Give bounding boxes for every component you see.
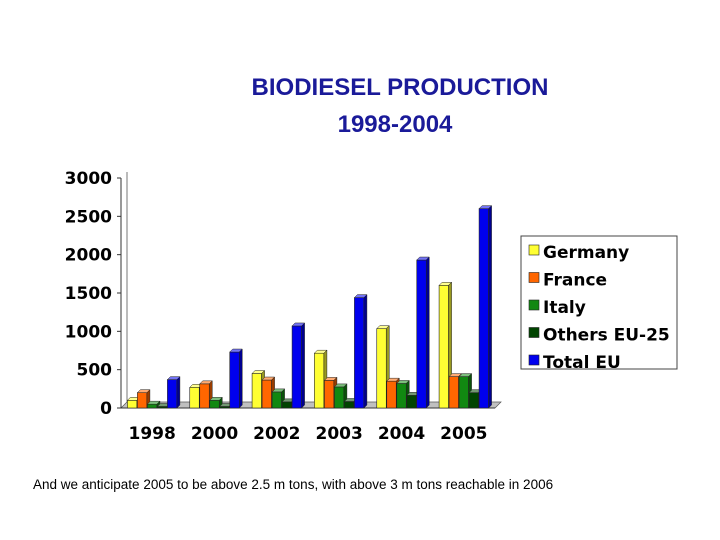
bar-front bbox=[199, 383, 210, 409]
x-tick-label: 2003 bbox=[316, 424, 363, 444]
legend-box bbox=[520, 235, 678, 370]
legend-swatch bbox=[528, 327, 540, 338]
bar-total-eu-2005 bbox=[478, 205, 493, 409]
y-tick-label: 2000 bbox=[65, 246, 112, 266]
bar-front bbox=[314, 352, 325, 409]
bar-total-eu-1998 bbox=[166, 376, 181, 409]
bar-front bbox=[229, 351, 240, 409]
bar-front bbox=[386, 380, 397, 409]
x-tick-label: 1998 bbox=[129, 424, 176, 444]
bar-front bbox=[281, 401, 292, 409]
bar-front bbox=[324, 380, 335, 409]
bar-front bbox=[291, 325, 302, 409]
legend-item-label: Italy bbox=[543, 298, 586, 318]
legend-item-label: Germany bbox=[543, 243, 629, 263]
legend-item-label: France bbox=[543, 271, 607, 291]
bar-front bbox=[261, 379, 272, 409]
bar-total-eu-2002 bbox=[291, 322, 306, 409]
x-tick-label: 2005 bbox=[440, 424, 487, 444]
legend-swatch bbox=[528, 354, 540, 366]
bar-front bbox=[209, 400, 220, 409]
bar-front bbox=[251, 373, 262, 409]
bar-front bbox=[448, 376, 459, 409]
bar-total-eu-2003 bbox=[353, 293, 368, 409]
bar-side bbox=[426, 256, 430, 409]
y-tick-label: 1500 bbox=[65, 284, 112, 304]
chart-title-line2: 1998-2004 bbox=[337, 111, 453, 138]
y-tick-label: 3000 bbox=[65, 169, 112, 189]
y-tick-label: 1000 bbox=[65, 322, 112, 342]
legend-swatch bbox=[528, 299, 540, 311]
bar-front bbox=[458, 376, 469, 409]
bar-side bbox=[488, 205, 492, 409]
chart-axes: 0 500 1000 1500 2000 2500 3000 1998 2000 2002 2003… bbox=[65, 169, 502, 444]
bar-front bbox=[478, 208, 489, 409]
x-tick-label: 2002 bbox=[253, 424, 300, 444]
bar-chart: 0 500 1000 1500 2000 2500 3000 1998 2000 2002 2003… bbox=[65, 169, 678, 444]
legend-item-label: Others EU-25 bbox=[543, 326, 670, 346]
bar-front bbox=[438, 285, 449, 409]
y-tick-label: 2500 bbox=[65, 207, 112, 227]
legend-item-label: Total EU bbox=[543, 353, 621, 373]
bar-front bbox=[271, 391, 282, 409]
bar-front bbox=[127, 400, 138, 409]
chart-legend: Germany France Italy Others EU-25 Total EU bbox=[520, 235, 678, 373]
bar-total-eu-2000 bbox=[229, 348, 243, 409]
bar-front bbox=[189, 386, 200, 409]
bar-front bbox=[167, 379, 178, 409]
legend-swatch bbox=[528, 244, 540, 256]
bar-side bbox=[363, 293, 368, 409]
bar-front bbox=[344, 401, 355, 409]
caption-text: And we anticipate 2005 to be above 2.5 m… bbox=[33, 477, 554, 492]
x-tick-label: 2000 bbox=[191, 424, 238, 444]
bar-front bbox=[396, 383, 407, 409]
bar-front bbox=[416, 259, 427, 409]
y-tick-label: 500 bbox=[77, 361, 113, 381]
bar-italy-2003 bbox=[333, 383, 348, 409]
legend-swatch bbox=[528, 272, 540, 283]
chart-bars bbox=[126, 205, 493, 409]
bar-front bbox=[468, 392, 479, 409]
bar-front bbox=[376, 328, 387, 409]
x-tick-label: 2004 bbox=[378, 424, 425, 444]
bar-front bbox=[147, 403, 158, 409]
y-tick-label: 0 bbox=[100, 399, 112, 419]
bar-front bbox=[137, 392, 148, 409]
bar-side bbox=[301, 322, 305, 409]
bar-front bbox=[406, 395, 417, 409]
chart-title-line1: BIODIESEL PRODUCTION bbox=[251, 74, 549, 101]
bar-front bbox=[334, 386, 345, 409]
bar-front bbox=[354, 297, 365, 409]
bar-italy-2000 bbox=[209, 396, 223, 409]
bar-total-eu-2004 bbox=[416, 256, 430, 409]
bar-side bbox=[176, 376, 181, 409]
bar-side bbox=[239, 348, 243, 409]
